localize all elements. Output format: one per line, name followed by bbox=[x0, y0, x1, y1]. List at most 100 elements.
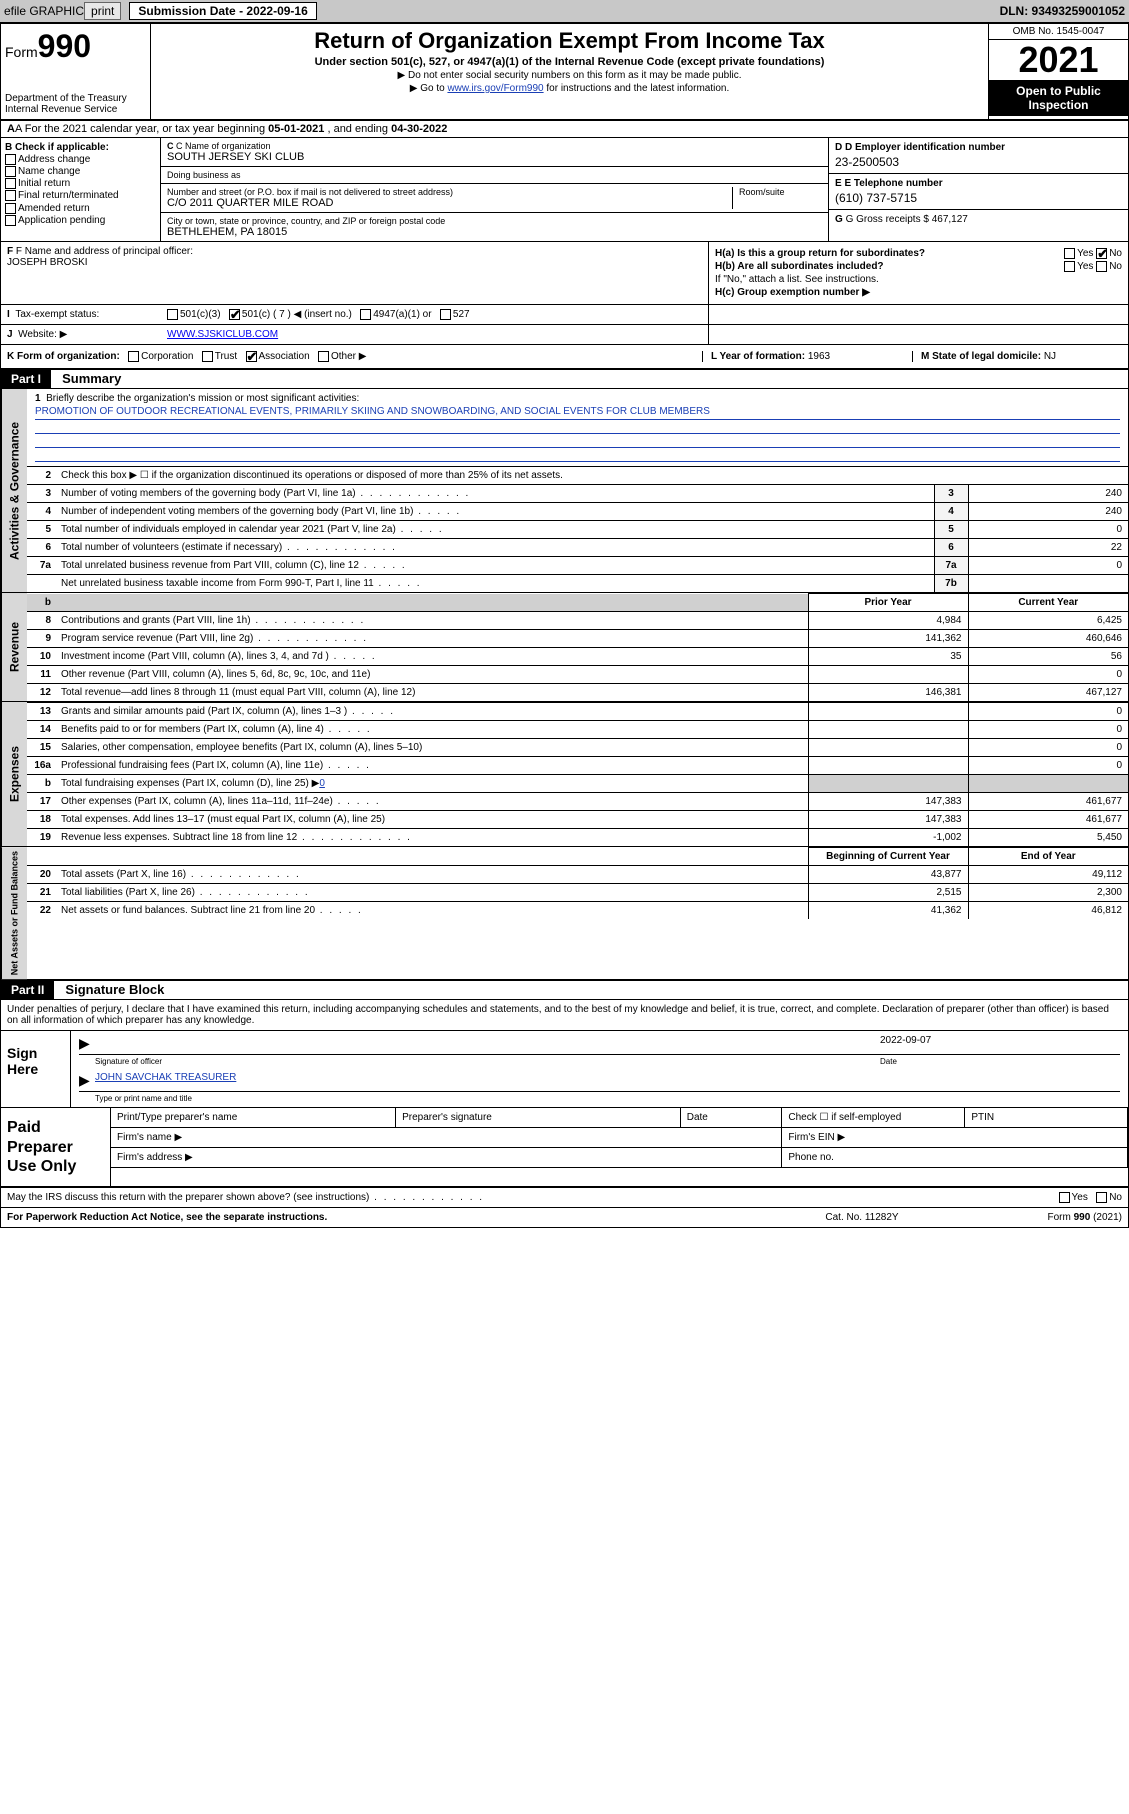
tax-year-row: AA For the 2021 calendar year, or tax ye… bbox=[1, 121, 1128, 138]
discuss-row: May the IRS discuss this return with the… bbox=[1, 1188, 1128, 1208]
form-subtitle: Under section 501(c), 527, or 4947(a)(1)… bbox=[159, 56, 980, 68]
phone-value: (610) 737-5715 bbox=[835, 191, 1122, 205]
top-toolbar: efile GRAPHIC print Submission Date - 20… bbox=[0, 0, 1129, 23]
street-label: Number and street (or P.O. box if mail i… bbox=[167, 187, 732, 197]
line-11: 11Other revenue (Part VIII, column (A), … bbox=[27, 666, 1128, 684]
side-governance: Activities & Governance bbox=[1, 389, 27, 592]
submission-date: Submission Date - 2022-09-16 bbox=[129, 2, 316, 20]
dba-label: Doing business as bbox=[167, 170, 822, 180]
arrow-icon: ▶ bbox=[79, 1035, 95, 1052]
col-headers-net: Beginning of Current YearEnd of Year bbox=[27, 848, 1128, 866]
city-label: City or town, state or province, country… bbox=[167, 216, 822, 226]
phone-label: E E Telephone number bbox=[835, 178, 1122, 189]
gross-receipts-label: G G Gross receipts $ bbox=[835, 214, 932, 225]
sign-date: 2022-09-07 bbox=[880, 1035, 1120, 1052]
paperwork-notice: For Paperwork Reduction Act Notice, see … bbox=[7, 1212, 762, 1223]
line-7b: Net unrelated business taxable income fr… bbox=[27, 575, 1128, 593]
line-3: 3Number of voting members of the governi… bbox=[27, 485, 1128, 503]
line-7a: 7aTotal unrelated business revenue from … bbox=[27, 557, 1128, 575]
hc-row: H(c) Group exemption number ▶ bbox=[715, 287, 1122, 298]
print-button[interactable]: print bbox=[84, 2, 121, 20]
net-assets-section: Net Assets or Fund Balances Beginning of… bbox=[1, 847, 1128, 981]
line-6: 6Total number of volunteers (estimate if… bbox=[27, 539, 1128, 557]
ha-row: H(a) Is this a group return for subordin… bbox=[715, 248, 1122, 259]
chk-initial-return[interactable]: Initial return bbox=[5, 178, 156, 189]
expenses-table: 13Grants and similar amounts paid (Part … bbox=[27, 702, 1128, 846]
line-16a: 16aProfessional fundraising fees (Part I… bbox=[27, 757, 1128, 775]
preparer-name-cell[interactable]: Print/Type preparer's name bbox=[111, 1108, 396, 1128]
firm-phone-cell[interactable]: Phone no. bbox=[782, 1148, 1128, 1168]
side-revenue: Revenue bbox=[1, 593, 27, 701]
website-link[interactable]: WWW.SJSKICLUB.COM bbox=[167, 329, 278, 340]
org-name: SOUTH JERSEY SKI CLUB bbox=[167, 151, 822, 163]
tax-year: 2021 bbox=[989, 40, 1128, 80]
line-4: 4Number of independent voting members of… bbox=[27, 503, 1128, 521]
sign-here-block: Sign Here ▶ 2022-09-07 Signature of offi… bbox=[1, 1031, 1128, 1108]
efile-label: efile GRAPHIC bbox=[4, 4, 84, 18]
side-expenses: Expenses bbox=[1, 702, 27, 846]
firm-ein-cell[interactable]: Firm's EIN ▶ bbox=[782, 1128, 1128, 1148]
irs-link[interactable]: www.irs.gov/Form990 bbox=[447, 83, 543, 94]
omb-number: OMB No. 1545-0047 bbox=[989, 24, 1128, 40]
line-20: 20Total assets (Part X, line 16)43,87749… bbox=[27, 866, 1128, 884]
perjury-declaration: Under penalties of perjury, I declare th… bbox=[1, 1000, 1128, 1031]
line-8: 8Contributions and grants (Part VIII, li… bbox=[27, 612, 1128, 630]
line-12: 12Total revenue—add lines 8 through 11 (… bbox=[27, 684, 1128, 702]
org-form-row: K Form of organization: Corporation Trus… bbox=[1, 345, 1128, 370]
chk-application-pending[interactable]: Application pending bbox=[5, 215, 156, 226]
officer-label: F F Name and address of principal office… bbox=[7, 246, 702, 257]
tax-status-row: I Tax-exempt status: 501(c)(3) 501(c) ( … bbox=[1, 305, 1128, 325]
firm-address-cell[interactable]: Firm's address ▶ bbox=[111, 1148, 782, 1168]
net-assets-table: Beginning of Current YearEnd of Year 20T… bbox=[27, 847, 1128, 919]
ein-value: 23-2500503 bbox=[835, 155, 1122, 169]
line-2: 2Check this box ▶ ☐ if the organization … bbox=[27, 467, 1128, 485]
sign-here-label: Sign Here bbox=[1, 1031, 71, 1107]
open-inspection: Open to Public Inspection bbox=[989, 80, 1128, 116]
preparer-sig-cell[interactable]: Preparer's signature bbox=[396, 1108, 681, 1128]
line-19: 19Revenue less expenses. Subtract line 1… bbox=[27, 829, 1128, 847]
part1-header: Part I Summary bbox=[1, 370, 1128, 389]
ssn-note: ▶ Do not enter social security numbers o… bbox=[159, 70, 980, 81]
line-13: 13Grants and similar amounts paid (Part … bbox=[27, 703, 1128, 721]
mission-text: PROMOTION OF OUTDOOR RECREATIONAL EVENTS… bbox=[35, 406, 1120, 420]
org-name-label: C C Name of organization bbox=[167, 141, 822, 151]
dln-label: DLN: 93493259001052 bbox=[1000, 4, 1125, 18]
chk-final-return[interactable]: Final return/terminated bbox=[5, 190, 156, 201]
hb-row: H(b) Are all subordinates included? Yes … bbox=[715, 261, 1122, 272]
firm-name-cell[interactable]: Firm's name ▶ bbox=[111, 1128, 782, 1148]
paid-preparer-block: Paid Preparer Use Only Print/Type prepar… bbox=[1, 1108, 1128, 1188]
ein-label: D D Employer identification number bbox=[835, 142, 1122, 153]
col-headers-rev: bPrior YearCurrent Year bbox=[27, 594, 1128, 612]
ptin-cell[interactable]: PTIN bbox=[965, 1108, 1128, 1128]
line-18: 18Total expenses. Add lines 13–17 (must … bbox=[27, 811, 1128, 829]
line-14: 14Benefits paid to or for members (Part … bbox=[27, 721, 1128, 739]
form-header: Form990 Department of the Treasury Inter… bbox=[1, 24, 1128, 121]
part2-header: Part II Signature Block bbox=[1, 981, 1128, 1000]
preparer-date-cell[interactable]: Date bbox=[680, 1108, 782, 1128]
arrow-icon: ▶ bbox=[79, 1072, 95, 1089]
name-caption: Type or print name and title bbox=[95, 1094, 192, 1103]
paid-preparer-table: Print/Type preparer's name Preparer's si… bbox=[111, 1108, 1128, 1168]
sig-officer-caption: Signature of officer bbox=[95, 1057, 880, 1066]
officer-group-block: F F Name and address of principal office… bbox=[1, 242, 1128, 305]
officer-name-field: JOHN SAVCHAK TREASURER bbox=[95, 1072, 1120, 1089]
form-number: Form990 bbox=[5, 28, 146, 65]
officer-signature-field[interactable] bbox=[95, 1035, 880, 1052]
officer-name: JOSEPH BROSKI bbox=[7, 257, 702, 268]
chk-name-change[interactable]: Name change bbox=[5, 166, 156, 177]
chk-address-change[interactable]: Address change bbox=[5, 154, 156, 165]
chk-amended-return[interactable]: Amended return bbox=[5, 203, 156, 214]
section-b-label: B Check if applicable: bbox=[5, 142, 156, 153]
paid-preparer-label: Paid Preparer Use Only bbox=[1, 1108, 111, 1186]
form-ref: Form 990 (2021) bbox=[962, 1212, 1122, 1223]
governance-table: 2Check this box ▶ ☐ if the organization … bbox=[27, 466, 1128, 592]
mission-block: 1 Briefly describe the organization's mi… bbox=[27, 389, 1128, 466]
line-9: 9Program service revenue (Part VIII, lin… bbox=[27, 630, 1128, 648]
line-22: 22Net assets or fund balances. Subtract … bbox=[27, 902, 1128, 920]
self-employed-cell[interactable]: Check ☐ if self-employed bbox=[782, 1108, 965, 1128]
dept-label: Department of the Treasury Internal Reve… bbox=[5, 93, 146, 115]
room-label: Room/suite bbox=[739, 187, 822, 197]
line-16b: bTotal fundraising expenses (Part IX, co… bbox=[27, 775, 1128, 793]
cat-number: Cat. No. 11282Y bbox=[762, 1212, 962, 1223]
form-page: Form990 Department of the Treasury Inter… bbox=[0, 23, 1129, 1228]
